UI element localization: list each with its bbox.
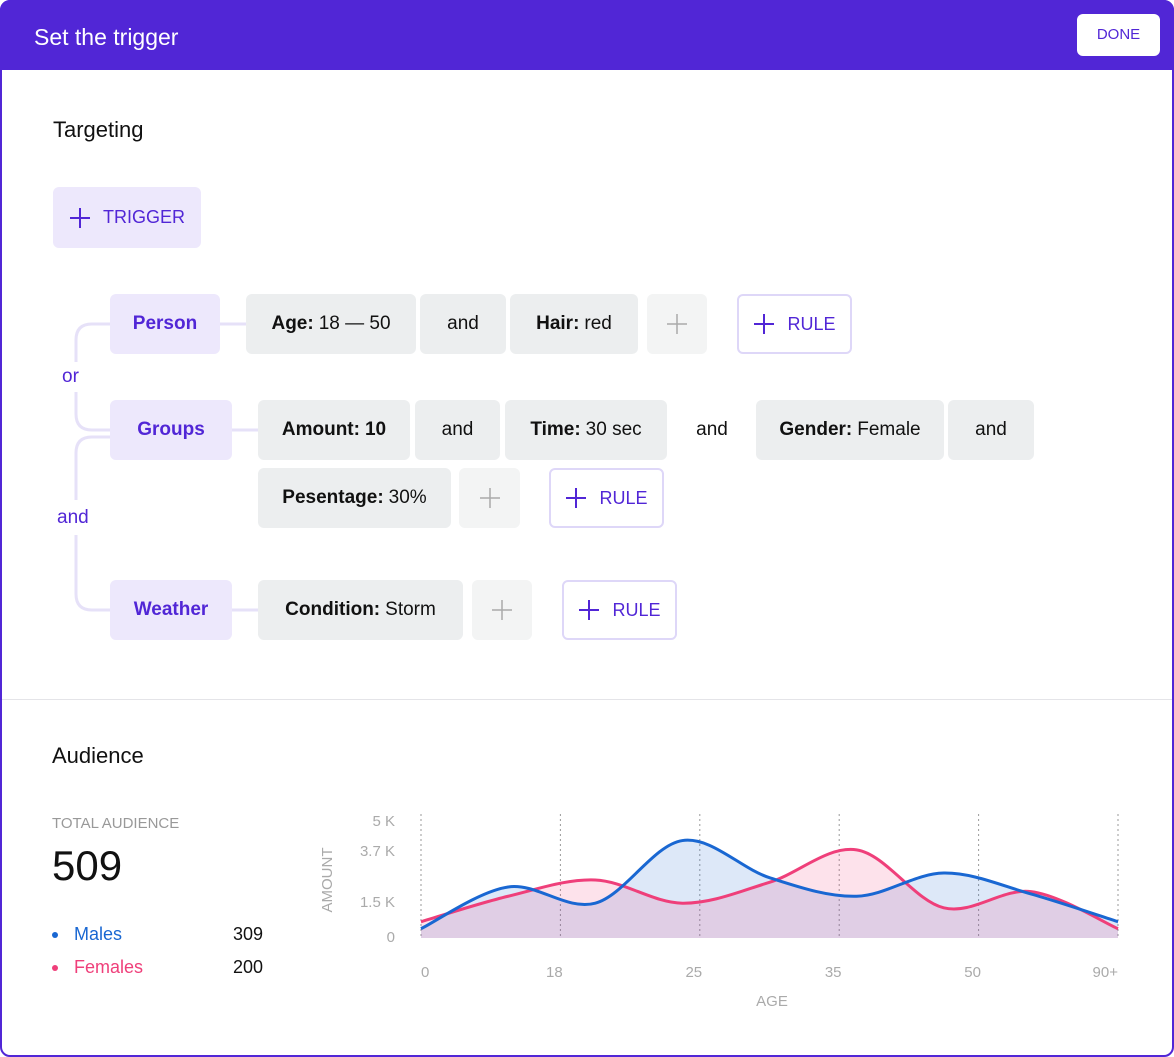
x-tick-label: 0 xyxy=(421,964,429,981)
group-label[interactable]: Groups xyxy=(110,400,232,460)
legend-name: Males xyxy=(74,924,123,944)
y-axis-label: AMOUNT xyxy=(319,848,336,913)
line xyxy=(420,838,1119,931)
plus-icon xyxy=(566,488,587,508)
section-title: Audience xyxy=(52,743,144,768)
area xyxy=(421,849,1118,938)
rule-chip[interactable]: Pesentage: 30% xyxy=(258,468,451,528)
connector-label: or xyxy=(62,366,79,387)
rule-key: Gender: xyxy=(779,419,853,440)
rule-key: Pesentage: xyxy=(282,487,384,508)
plus-icon xyxy=(754,314,775,334)
legend-name: Females xyxy=(74,957,144,977)
title: Set the trigger xyxy=(34,24,179,50)
plus-icon xyxy=(579,600,600,620)
x-tick-label: 25 xyxy=(685,964,702,981)
operator[interactable]: and xyxy=(696,419,728,440)
total-value: 509 xyxy=(52,842,123,889)
y-tick-label: 0 xyxy=(387,929,395,946)
button-text: RULE xyxy=(787,313,836,334)
operator[interactable]: and xyxy=(948,400,1034,460)
rule-chip[interactable]: Condition: Storm xyxy=(258,580,463,640)
add-trigger[interactable]: TRIGGER xyxy=(53,187,201,248)
add-rule-plus[interactable] xyxy=(472,580,532,640)
rule-chip[interactable]: Hair: red xyxy=(510,294,638,354)
plus-icon xyxy=(479,488,500,508)
rule-button[interactable]: RULE xyxy=(549,468,664,528)
legend-count: 309 xyxy=(233,924,264,944)
total-label: TOTAL AUDIENCE xyxy=(52,815,180,832)
rule-value: 30% xyxy=(388,487,427,508)
x-tick-label: 18 xyxy=(546,964,563,981)
legend-dot xyxy=(52,965,58,971)
button-text: TRIGGER xyxy=(102,207,185,227)
divider xyxy=(2,699,1172,700)
rule-key: Time: xyxy=(530,419,581,440)
rule-button[interactable]: RULE xyxy=(737,294,852,354)
done-button[interactable]: DONE xyxy=(1077,14,1160,56)
rule-value: Female xyxy=(857,419,921,440)
add-rule-plus[interactable] xyxy=(459,468,520,528)
rule-key: Hair: xyxy=(536,313,580,334)
connectors xyxy=(74,322,258,612)
section-title: Targeting xyxy=(53,117,144,142)
x-axis-label: AGE xyxy=(756,993,788,1010)
add-rule-plus[interactable] xyxy=(647,294,707,354)
y-tick-label: 5 K xyxy=(372,813,395,830)
x-tick-label: 35 xyxy=(825,964,842,981)
plus-icon xyxy=(667,314,687,334)
rule-value: 18 — 50 xyxy=(318,313,391,334)
rule-key: Amount: xyxy=(281,419,360,440)
y-tick-label: 3.7 K xyxy=(360,843,395,860)
connector-label: and xyxy=(57,507,89,528)
header: Set the trigger DONE xyxy=(0,0,1174,70)
rule-button[interactable]: RULE xyxy=(562,580,677,640)
group-label[interactable]: Weather xyxy=(110,580,232,640)
rule-key: Age: xyxy=(271,313,314,334)
rule-key: Condition: xyxy=(285,599,381,620)
rule-value: 30 sec xyxy=(585,419,642,440)
rule-value: red xyxy=(584,313,612,334)
group-label[interactable]: Person xyxy=(110,294,220,354)
plus-icon xyxy=(69,207,90,228)
rule-chip[interactable]: Amount: 10 xyxy=(258,400,410,460)
area xyxy=(421,840,1118,938)
rule-chip[interactable]: Time: 30 sec xyxy=(505,400,667,460)
x-tick-label: 90+ xyxy=(1093,964,1119,981)
rule-chip[interactable]: Gender: Female xyxy=(756,400,944,460)
rule-chip[interactable]: Age: 18 — 50 xyxy=(246,294,416,354)
operator[interactable]: and xyxy=(415,400,500,460)
rule-value: Storm xyxy=(385,599,436,620)
legend-count: 200 xyxy=(233,957,264,977)
legend-dot xyxy=(52,932,58,938)
operator[interactable]: and xyxy=(420,294,506,354)
button-text: RULE xyxy=(599,487,648,508)
y-tick-label: 1.5 K xyxy=(360,894,395,911)
button-text: RULE xyxy=(612,599,661,620)
plus-icon xyxy=(492,600,512,620)
x-tick-label: 50 xyxy=(964,964,981,981)
rule-value: 10 xyxy=(364,419,387,440)
